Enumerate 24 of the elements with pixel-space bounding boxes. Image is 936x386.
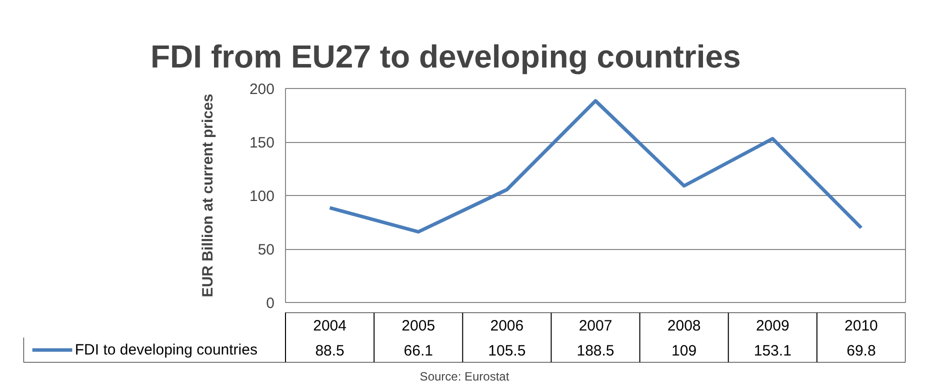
data-label: 69.8 — [846, 342, 876, 360]
data-label: 66.1 — [404, 342, 433, 360]
x-tick-label: 2008 — [667, 318, 701, 334]
source-note: Source: Eurostat — [420, 370, 510, 384]
data-label: 188.5 — [576, 342, 614, 360]
x-tick-label: 2010 — [844, 318, 878, 334]
y-tick-label: 0 — [266, 295, 274, 312]
y-tick-label: 100 — [249, 188, 275, 205]
y-axis-title: EUR Billion at current prices — [199, 94, 216, 298]
data-label: 109 — [672, 342, 697, 360]
x-tick-label: 2004 — [313, 318, 346, 334]
x-tick-label: 2005 — [402, 318, 436, 334]
chart-title: FDI from EU27 to developing countries — [150, 38, 741, 74]
y-tick-label: 200 — [249, 81, 275, 98]
x-tick-label: 2006 — [490, 318, 524, 334]
y-tick-label: 150 — [249, 134, 275, 152]
x-tick-label: 2009 — [756, 318, 790, 334]
data-label: 105.5 — [488, 342, 526, 360]
y-tick-label: 50 — [258, 242, 275, 258]
legend-label: FDI to developing countries — [74, 342, 258, 358]
line-series — [328, 99, 863, 234]
data-label: 153.1 — [754, 342, 792, 360]
data-label: 88.5 — [315, 342, 344, 360]
x-tick-label: 2007 — [578, 318, 612, 334]
